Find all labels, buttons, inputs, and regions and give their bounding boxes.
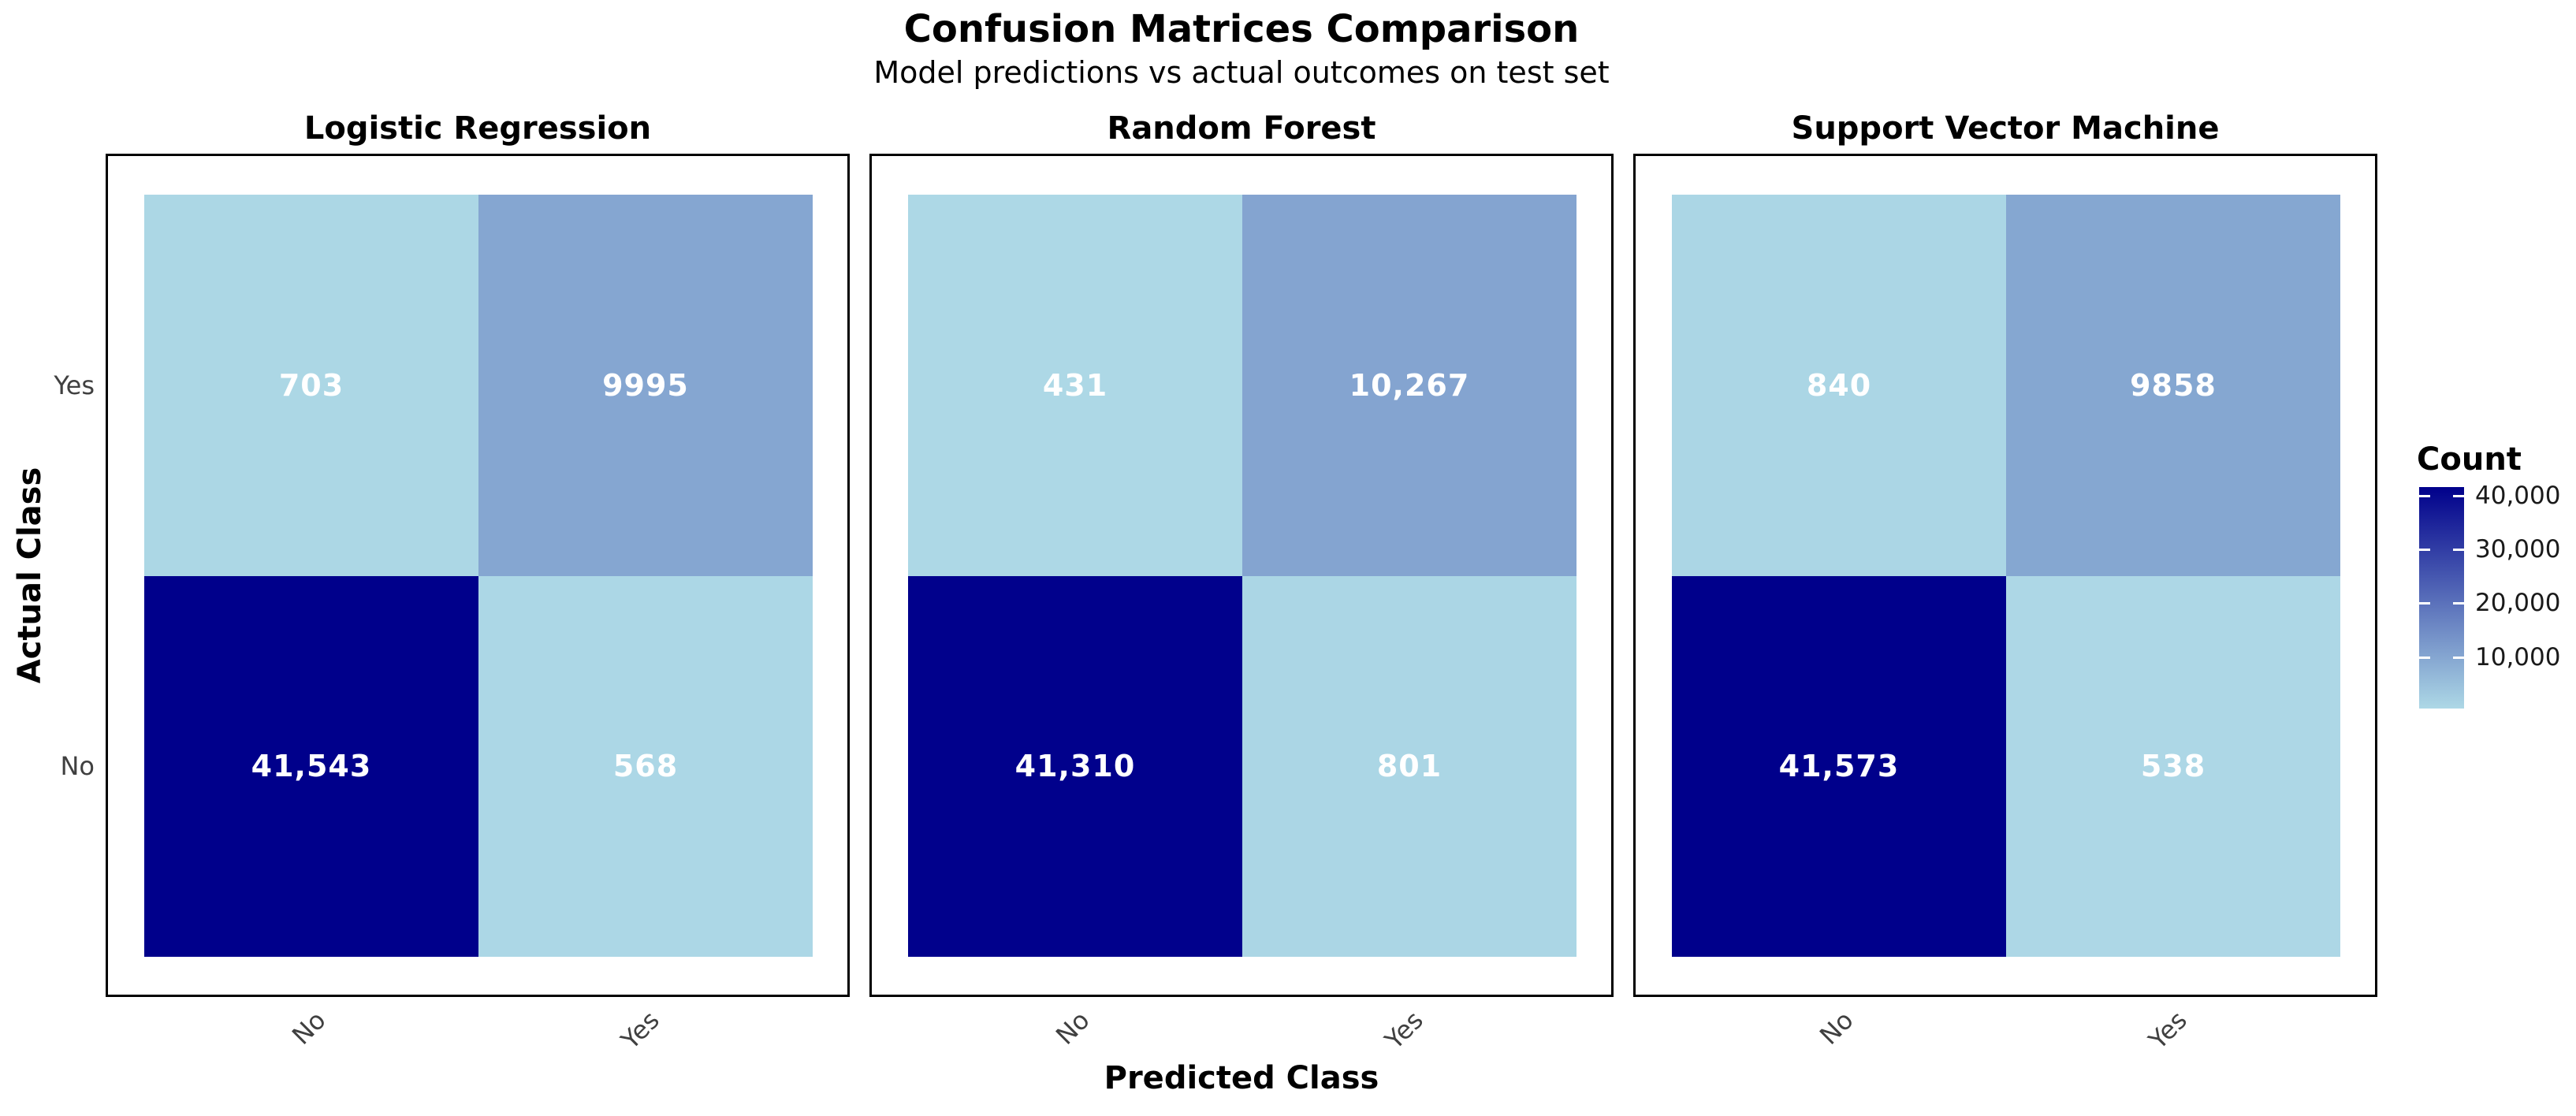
heatmap-cell: 10,267 — [1242, 195, 1576, 576]
heatmap-tiles: 703 9995 41,543 568 — [144, 195, 813, 957]
legend-tick-label: 40,000 — [2475, 481, 2561, 510]
x-tick-no: No — [286, 1005, 333, 1051]
legend-tick-mark — [2419, 656, 2430, 659]
heatmap-cell: 840 — [1672, 195, 2006, 576]
heatmap-cell: 41,573 — [1672, 575, 2006, 957]
heatmap-cell: 538 — [2006, 575, 2340, 957]
legend-tick-label: 10,000 — [2475, 642, 2561, 671]
x-tick-yes: Yes — [615, 1005, 666, 1055]
x-axis-label: Predicted Class — [1104, 1060, 1379, 1096]
legend-tick-mark — [2453, 494, 2464, 497]
panel-title-random-forest: Random Forest — [1107, 110, 1376, 147]
heatmap-cell: 41,310 — [908, 575, 1242, 957]
y-axis-label: Actual Class — [12, 467, 48, 684]
legend-tick-mark — [2453, 656, 2464, 659]
x-tick-yes: Yes — [2142, 1005, 2194, 1055]
legend-tick-label: 20,000 — [2475, 589, 2561, 618]
heatmap-panel-logistic-regression: 703 9995 41,543 568 — [106, 154, 850, 997]
heatmap-cell: 703 — [144, 195, 478, 576]
heatmap-cell: 41,543 — [144, 575, 478, 957]
y-tick-yes: Yes — [54, 370, 95, 400]
legend-tick-mark — [2419, 494, 2430, 497]
legend-tick-mark — [2419, 602, 2430, 605]
panel-title-logistic-regression: Logistic Regression — [303, 110, 652, 147]
x-tick-no: No — [1050, 1005, 1096, 1051]
heatmap-tiles: 840 9858 41,573 538 — [1672, 195, 2340, 957]
heatmap-cell: 431 — [908, 195, 1242, 576]
legend-tick-label: 30,000 — [2475, 535, 2561, 564]
heatmap-panel-random-forest: 431 10,267 41,310 801 — [869, 154, 1614, 997]
legend-title: Count — [2417, 441, 2522, 478]
panel-title-support-vector-machine: Support Vector Machine — [1791, 110, 2220, 147]
legend-tick-mark — [2453, 549, 2464, 552]
heatmap-cell: 801 — [1242, 575, 1576, 957]
legend-tick-mark — [2453, 602, 2464, 605]
heatmap-cell: 9995 — [478, 195, 813, 576]
x-tick-yes: Yes — [1379, 1005, 1430, 1055]
heatmap-panel-support-vector-machine: 840 9858 41,573 538 — [1633, 154, 2377, 997]
heatmap-cell: 568 — [478, 575, 813, 957]
chart-title: Confusion Matrices Comparison — [903, 7, 1580, 51]
chart-subtitle: Model predictions vs actual outcomes on … — [873, 55, 1610, 90]
heatmap-cell: 9858 — [2006, 195, 2340, 576]
x-tick-no: No — [1814, 1005, 1860, 1051]
y-tick-no: No — [60, 751, 95, 781]
legend-colorbar — [2419, 487, 2464, 709]
legend-tick-mark — [2419, 549, 2430, 552]
heatmap-tiles: 431 10,267 41,310 801 — [908, 195, 1576, 957]
